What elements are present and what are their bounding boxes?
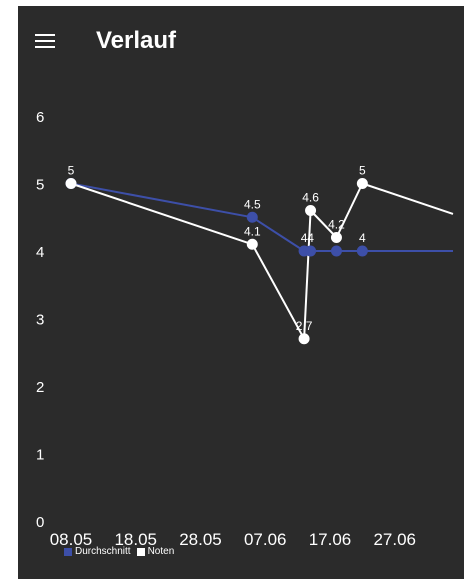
- data-point-noten[interactable]: [356, 178, 368, 189]
- y-tick-label: 0: [36, 514, 44, 531]
- x-tick-label: 17.06: [309, 530, 352, 549]
- chart-legend: Durchschnitt Noten: [64, 546, 176, 557]
- x-tick-label: 18.05: [114, 530, 157, 549]
- y-tick-label: 1: [36, 447, 44, 464]
- data-point-durchschnitt[interactable]: [305, 245, 317, 257]
- data-label-durchschnitt: 4: [301, 231, 308, 245]
- data-point-noten[interactable]: [330, 232, 342, 243]
- y-tick-label: 2: [36, 379, 44, 396]
- legend-label-durchschnitt: Durchschnitt: [75, 546, 131, 557]
- legend-swatch-noten: [136, 547, 145, 556]
- x-tick-label: 28.05: [179, 530, 222, 549]
- hamburger-menu-icon[interactable]: [32, 28, 60, 56]
- data-point-durchschnitt[interactable]: [356, 245, 368, 257]
- data-label-noten: 2.7: [296, 319, 313, 333]
- legend-swatch-durchschnitt: [64, 547, 72, 556]
- legend-label-noten: Noten: [147, 546, 175, 557]
- app-screen: Verlauf 0 1 2 3 4 5 6 08.05 18.05 28.05 07.06 17.0…: [18, 6, 464, 579]
- x-tick-label: 27.06: [373, 530, 416, 549]
- data-label-durchschnitt: 4.5: [244, 197, 261, 211]
- data-point-noten[interactable]: [65, 178, 77, 189]
- legend-item-noten[interactable]: Noten: [136, 546, 175, 557]
- y-tick-label: 4: [36, 244, 44, 261]
- data-label-noten: 4.6: [302, 191, 319, 205]
- legend-item-durchschnitt[interactable]: Durchschnitt: [64, 546, 131, 557]
- data-label-durchschnitt: 4: [359, 231, 366, 245]
- data-point-noten[interactable]: [246, 238, 258, 250]
- y-tick-label: 6: [36, 109, 44, 126]
- x-tick-label: 08.05: [50, 530, 93, 549]
- data-label-durchschnitt: 4: [307, 231, 314, 245]
- data-label-noten: 4.2: [328, 218, 345, 232]
- y-tick-label: 5: [36, 177, 44, 194]
- page-title: Verlauf: [96, 27, 177, 54]
- data-point-durchschnitt[interactable]: [246, 211, 258, 223]
- data-point-durchschnitt[interactable]: [330, 245, 342, 257]
- data-label-noten: 4.1: [244, 224, 261, 238]
- data-point-noten[interactable]: [305, 205, 317, 216]
- app-bar: Verlauf: [18, 6, 464, 78]
- y-tick-label: 3: [36, 312, 44, 329]
- data-label-noten: 5: [68, 164, 75, 178]
- data-point-noten[interactable]: [298, 333, 310, 345]
- line-chart: 0 1 2 3 4 5 6 08.05 18.05 28.05 07.06 17.06 27.06 4…: [36, 109, 454, 549]
- series-line-noten: [70, 182, 454, 340]
- x-tick-label: 07.06: [244, 530, 287, 549]
- data-label-noten: 5: [359, 164, 366, 178]
